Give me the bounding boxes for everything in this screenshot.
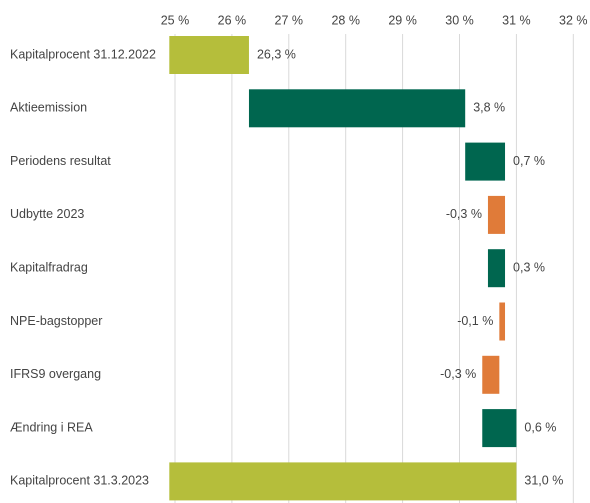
x-tick-label: 29 %	[388, 13, 417, 27]
bar	[169, 36, 249, 74]
category-label: Kapitalfradrag	[10, 260, 88, 274]
category-label: Aktieemission	[10, 101, 87, 115]
value-label: -0,3 %	[440, 367, 476, 381]
category-label: NPE-bagstopper	[10, 314, 102, 328]
value-label: 26,3 %	[257, 47, 296, 61]
value-label: 0,3 %	[513, 260, 545, 274]
category-label: Kapitalprocent 31.3.2023	[10, 474, 149, 488]
x-tick-label: 27 %	[275, 13, 304, 27]
bar	[482, 409, 517, 448]
category-label: Periodens resultat	[10, 154, 111, 168]
value-label: 0,7 %	[513, 154, 545, 168]
category-label: IFRS9 overgang	[10, 367, 101, 381]
bar	[465, 142, 506, 181]
x-tick-label: 30 %	[445, 13, 474, 27]
value-label: -0,1 %	[457, 314, 493, 328]
x-tick-label: 31 %	[502, 13, 531, 27]
category-label: Ændring i REA	[10, 420, 93, 434]
value-label: 3,8 %	[473, 101, 505, 115]
bar	[169, 462, 517, 501]
value-label: 0,6 %	[524, 420, 556, 434]
x-tick-label: 25 %	[161, 13, 190, 27]
x-tick-label: 32 %	[559, 13, 588, 27]
bar	[487, 195, 506, 234]
x-tick-label: 26 %	[218, 13, 247, 27]
value-label: 31,0 %	[524, 474, 563, 488]
x-tick-label: 28 %	[331, 13, 360, 27]
bar	[482, 355, 500, 394]
bar	[499, 302, 506, 341]
bar	[487, 249, 506, 288]
category-label: Kapitalprocent 31.12.2022	[10, 47, 156, 61]
category-label: Udbytte 2023	[10, 207, 84, 221]
value-label: -0,3 %	[446, 207, 482, 221]
bar	[248, 89, 466, 128]
